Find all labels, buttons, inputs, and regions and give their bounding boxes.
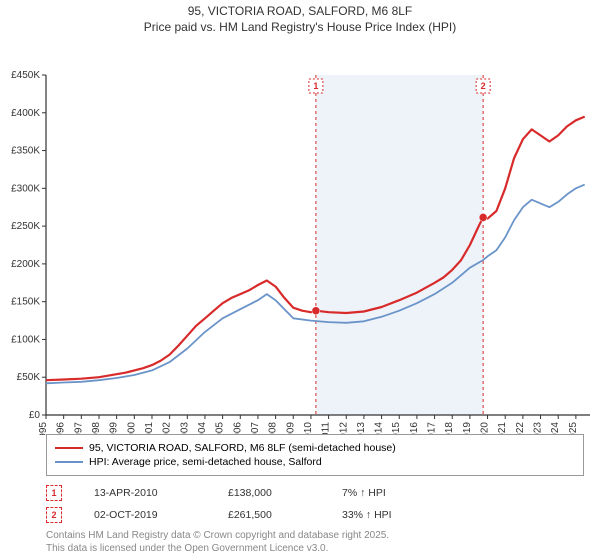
sale-date: 02-OCT-2019 [94, 509, 224, 521]
price-chart: £0 £50K £100K £150K £200K £250K £300K £350K £400… [0, 35, 600, 435]
y-tick-label: £300K [11, 184, 40, 195]
sale-point [312, 307, 320, 315]
y-tick-label: £450K [11, 70, 40, 81]
y-tick-label: £100K [11, 335, 40, 346]
title-address: 95, VICTORIA ROAD, SALFORD, M6 8LF [0, 4, 600, 20]
y-tick-label: £400K [11, 108, 40, 119]
footer-line1: Contains HM Land Registry data © Crown c… [46, 529, 389, 542]
series-hpi [46, 185, 585, 384]
legend-row: HPI: Average price, semi-detached house,… [55, 455, 575, 469]
chart-title: 95, VICTORIA ROAD, SALFORD, M6 8LF Price… [0, 0, 600, 35]
legend-label: 95, VICTORIA ROAD, SALFORD, M6 8LF (semi… [89, 442, 396, 454]
sale-point [479, 214, 487, 222]
y-tick-label: £200K [11, 259, 40, 270]
series-price_paid [46, 117, 585, 381]
y-tick-label: £0 [29, 410, 41, 421]
sale-row: 2 02-OCT-2019 £261,500 33% ↑ HPI [46, 504, 566, 526]
y-tick-label: £250K [11, 221, 40, 232]
legend: 95, VICTORIA ROAD, SALFORD, M6 8LF (semi… [46, 434, 584, 476]
sale-marker-label: 1 [313, 81, 318, 91]
legend-swatch [55, 447, 83, 449]
sale-index-marker: 2 [46, 507, 62, 523]
title-subtitle: Price paid vs. HM Land Registry's House … [0, 20, 600, 36]
sales-table: 1 13-APR-2010 £138,000 7% ↑ HPI 2 02-OCT-2019… [46, 482, 566, 526]
sale-date: 13-APR-2010 [94, 487, 224, 499]
sale-diff: 7% ↑ HPI [342, 487, 452, 499]
y-tick-label: £350K [11, 146, 40, 157]
footer-line2: This data is licensed under the Open Gov… [46, 542, 389, 555]
sale-row: 1 13-APR-2010 £138,000 7% ↑ HPI [46, 482, 566, 504]
sale-marker-label: 2 [481, 81, 486, 91]
legend-label: HPI: Average price, semi-detached house,… [89, 456, 322, 468]
sale-index-marker: 1 [46, 485, 62, 501]
footer-attribution: Contains HM Land Registry data © Crown c… [46, 529, 389, 555]
legend-swatch [55, 461, 83, 463]
sale-price: £261,500 [228, 509, 338, 521]
y-tick-label: £150K [11, 297, 40, 308]
sale-diff: 33% ↑ HPI [342, 509, 452, 521]
legend-row: 95, VICTORIA ROAD, SALFORD, M6 8LF (semi… [55, 441, 575, 455]
sale-price: £138,000 [228, 487, 338, 499]
y-tick-label: £50K [17, 372, 41, 383]
